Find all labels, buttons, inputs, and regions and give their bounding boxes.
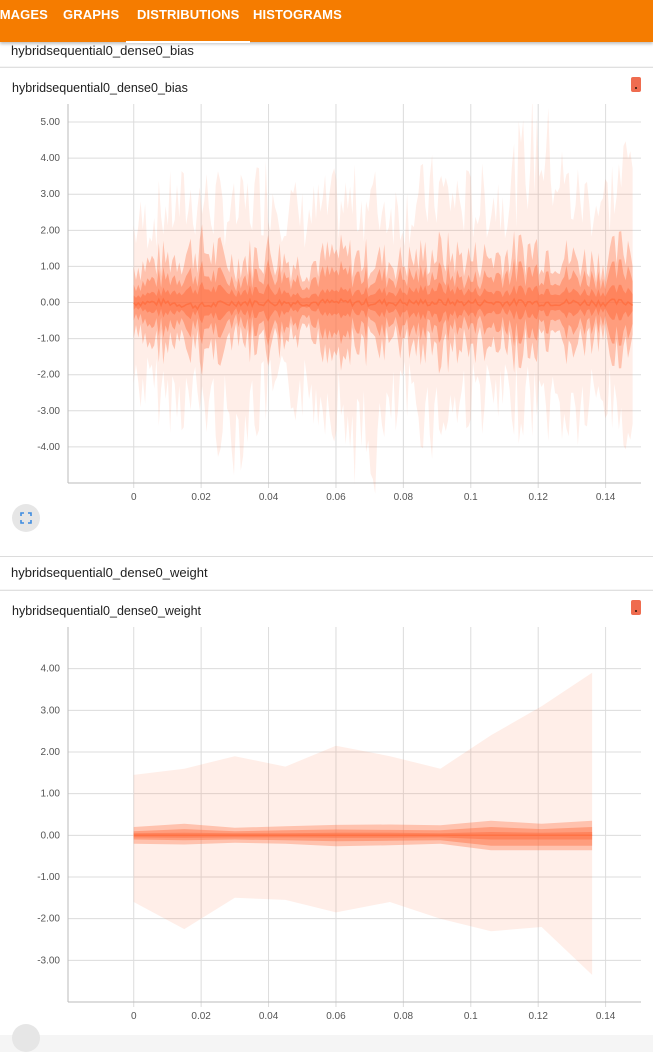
y-tick-label: 5.00 [41,117,61,128]
x-tick-label: 0.14 [596,492,616,503]
x-tick-label: 0.14 [596,1011,616,1022]
distribution-card-bias: hybridsequential0_dense0_bias 5.00 4.00 3.… [0,67,653,556]
x-tick-label: 0 [131,492,137,503]
group-header-bias[interactable]: hybridsequential0_dense0_bias [0,42,653,66]
y-tick-label: -2.00 [37,914,60,925]
x-tick-label: 0.04 [259,1011,279,1022]
y-tick-label: -4.00 [37,442,60,453]
tab-graphs[interactable]: GRAPHS [63,7,120,22]
distribution-card-weight: hybridsequential0_dense0_weight 4.00 3.00… [0,590,653,1052]
fullscreen-button[interactable] [12,504,40,532]
y-tick-label: -3.00 [37,955,60,966]
tab-distributions[interactable]: DISTRIBUTIONS [125,0,251,43]
y-tick-label: -3.00 [37,406,60,417]
y-tick-label: 3.00 [41,189,61,200]
x-tick-label: 0.1 [464,492,478,503]
x-tick-label: 0.02 [191,1011,211,1022]
distribution-chart-weight: 4.00 3.00 2.00 1.00 0.00 -1.00 -2.00 -3.00 0 0.02… [37,627,641,1022]
x-tick-label: 0.12 [528,492,548,503]
tab-images[interactable]: IMAGES [0,7,48,22]
x-tick-label: 0.06 [326,492,346,503]
top-nav-bar: IMAGES GRAPHS DISTRIBUTIONS HISTOGRAMS [0,0,653,43]
fullscreen-icon [20,512,32,524]
y-tick-label: -1.00 [37,872,60,883]
x-tick-label: 0.12 [528,1011,548,1022]
run-color-indicator [631,77,641,92]
y-tick-label: 1.00 [41,789,61,800]
run-color-indicator [631,600,641,615]
median-line [133,297,634,311]
x-tick-label: 0.1 [464,1011,478,1022]
x-tick-label: 0.06 [326,1011,346,1022]
x-tick-label: 0.02 [191,492,211,503]
group-title: hybridsequential0_dense0_bias [11,43,194,58]
band-max-min [133,672,593,975]
y-tick-label: 1.00 [41,261,61,272]
y-tick-label: 2.00 [41,747,61,758]
distribution-chart-bias: 5.00 4.00 3.00 2.00 1.00 0.00 -1.00 -2.00 -3.00 -… [37,104,641,503]
y-tick-label: 2.00 [41,225,61,236]
tab-histograms[interactable]: HISTOGRAMS [253,7,342,22]
y-tick-label: -2.00 [37,370,60,381]
group-header-weight[interactable]: hybridsequential0_dense0_weight [0,557,653,589]
card-title: hybridsequential0_dense0_bias [12,81,188,95]
x-tick-label: 0.08 [394,1011,414,1022]
y-tick-label: 0.00 [41,298,61,309]
fullscreen-button[interactable] [12,1024,40,1052]
x-tick-label: 0.08 [394,492,414,503]
card-title: hybridsequential0_dense0_weight [12,604,202,618]
y-tick-label: 4.00 [41,664,61,675]
y-tick-label: 3.00 [41,705,61,716]
x-tick-label: 0.04 [259,492,279,503]
x-tick-label: 0 [131,1011,137,1022]
group-title: hybridsequential0_dense0_weight [11,565,208,580]
y-tick-label: 0.00 [41,830,61,841]
y-tick-label: -1.00 [37,334,60,345]
section-divider [0,556,653,557]
y-tick-label: 4.00 [41,153,61,164]
